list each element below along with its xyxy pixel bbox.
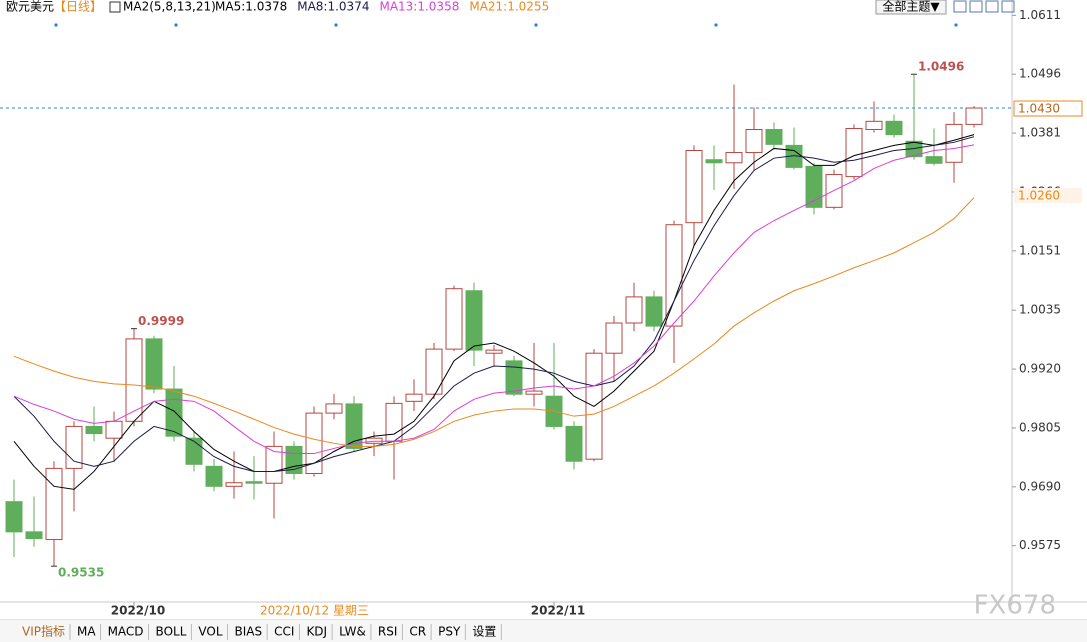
toolbar-item[interactable]: VOL <box>198 625 222 639</box>
candle-body <box>805 165 823 208</box>
candle-body <box>765 129 783 145</box>
candle-body <box>325 403 343 414</box>
candle-body <box>705 159 723 164</box>
candle-body <box>565 425 583 462</box>
ma-line <box>13 144 975 455</box>
candle-body <box>725 152 743 164</box>
candle-body <box>105 420 123 439</box>
candle-body <box>125 338 143 422</box>
candle-body <box>865 120 883 131</box>
crosshair-date: 2022/10/12 星期三 <box>260 604 369 618</box>
candle-body <box>445 288 463 350</box>
toolbar-item[interactable]: KDJ <box>306 625 327 639</box>
toolbar-item[interactable]: VIP指标 <box>22 624 65 639</box>
y-tick-label: 0.9920 <box>1019 362 1061 376</box>
candle-body <box>185 437 203 465</box>
toolbar-item[interactable]: MA <box>77 625 96 639</box>
y-tick-label: 1.0496 <box>1019 67 1061 81</box>
last-price-box <box>1013 100 1083 117</box>
watermark: FX678 <box>974 591 1056 621</box>
toolbar-item[interactable]: BIAS <box>235 625 263 639</box>
candle-body <box>665 224 683 327</box>
legend-icon <box>109 1 121 13</box>
toolbar-item[interactable]: BOLL <box>156 625 187 639</box>
candle-body <box>65 425 83 469</box>
annotation-label: 1.0496 <box>918 60 964 74</box>
toolbar-item[interactable]: CCI <box>274 625 294 639</box>
candle-body <box>5 501 23 533</box>
legend-entry: MA21:1.0255 <box>469 0 549 14</box>
candle-body <box>925 156 943 164</box>
candle-body <box>145 338 163 390</box>
x-tick-label: 2022/10 <box>111 604 165 618</box>
theme-button[interactable] <box>875 0 947 15</box>
candle-body <box>165 388 183 437</box>
candle-body <box>645 296 663 327</box>
candle-body <box>525 390 543 395</box>
period-label: 【日线】 <box>54 0 102 14</box>
candle-body <box>25 531 43 540</box>
toolbar-item[interactable]: MACD <box>108 625 144 639</box>
legend-entry: MA5:1.0378 <box>215 0 287 14</box>
candle-body <box>405 393 423 402</box>
toolbar-item[interactable]: CR <box>409 625 426 639</box>
theme-button-label[interactable]: 全部主题▼ <box>882 0 940 14</box>
candle-body <box>245 481 263 484</box>
candle-body <box>425 348 443 395</box>
candle-body <box>305 412 323 475</box>
annotation-label: 0.9535 <box>58 566 104 580</box>
nav-icons[interactable] <box>953 0 1015 13</box>
candle-body <box>605 322 623 354</box>
candle-body <box>265 445 283 484</box>
y-tick-label: 0.9805 <box>1019 420 1061 434</box>
candle-body <box>745 129 763 154</box>
toolbar-bg <box>0 620 1087 642</box>
ma-line <box>13 134 975 490</box>
instrument-title: 欧元美元 <box>6 0 54 14</box>
candle-body <box>345 403 363 449</box>
candle-body <box>885 120 903 136</box>
candle-body <box>685 150 703 224</box>
last-price-label: 1.0430 <box>1018 102 1060 116</box>
ma-line <box>13 197 975 447</box>
candle-body <box>365 437 383 444</box>
y-tick-label: 0.9690 <box>1019 479 1061 493</box>
toolbar-item[interactable]: 设置 <box>472 625 496 639</box>
toolbar-item[interactable]: PSY <box>438 625 461 639</box>
y-tick-label: 0.9575 <box>1019 538 1061 552</box>
candle-body <box>965 107 983 125</box>
toolbar-item[interactable]: LW& <box>339 625 366 639</box>
candle-body <box>845 127 863 178</box>
event-dots <box>54 23 958 27</box>
candle-body <box>85 425 103 435</box>
ma-marker-box <box>1014 188 1082 204</box>
y-tick-label: 1.0381 <box>1019 126 1061 140</box>
x-tick-label: 2022/11 <box>531 604 585 618</box>
ma-line <box>13 136 975 472</box>
candle-body <box>45 467 63 541</box>
toolbar-item[interactable]: RSI <box>378 625 398 639</box>
annotation-label: 0.9999 <box>138 314 184 328</box>
candle-body <box>485 349 503 354</box>
y-tick-label: 1.0611 <box>1019 8 1061 22</box>
ma-marker-label: 1.0260 <box>1018 189 1060 203</box>
y-tick-label: 1.0151 <box>1019 243 1061 257</box>
candle-body <box>225 482 243 487</box>
legend-entry: MA13:1.0358 <box>379 0 459 14</box>
candle-body <box>625 296 643 324</box>
indicator-label: MA2(5,8,13,21) <box>123 0 216 14</box>
candle-body <box>505 360 523 395</box>
candle-body <box>465 290 483 351</box>
y-tick-label: 1.0035 <box>1019 303 1061 317</box>
candle-body <box>385 402 403 442</box>
legend-entry: MA8:1.0374 <box>297 0 369 14</box>
candle-body <box>205 465 223 487</box>
